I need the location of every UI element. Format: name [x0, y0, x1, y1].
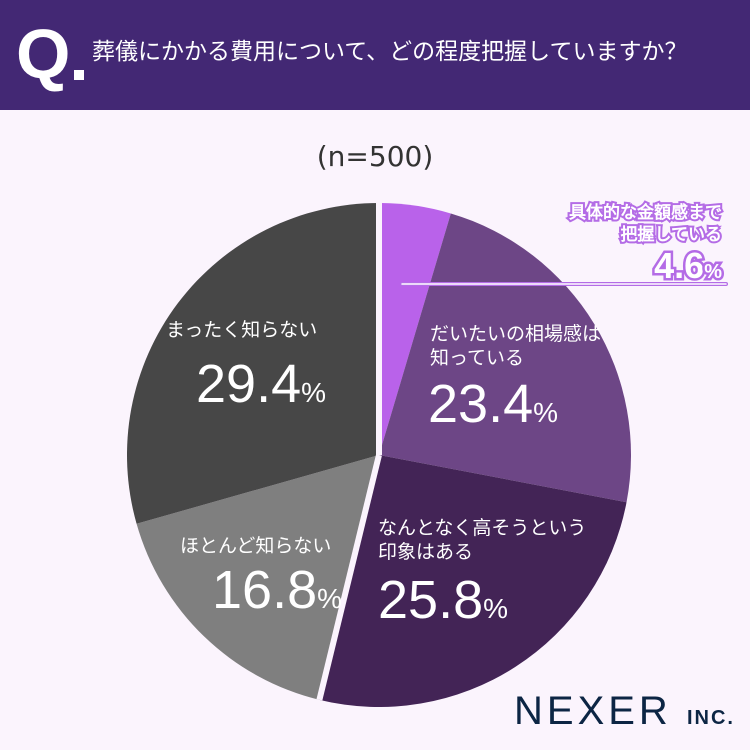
callout-line2: 把握している [619, 223, 725, 247]
callout-value-slice-0: 4.6% [652, 243, 725, 288]
question-header: Q 葬儀にかかる費用について、どの程度把握していますか？ [0, 0, 750, 110]
slice-separator [316, 454, 382, 701]
value-slice-1: 23.4% [428, 374, 559, 434]
pie-slice-2 [319, 455, 627, 708]
q-dot [74, 70, 84, 80]
question-title: 葬儀にかかる費用について、どの程度把握していますか？ [92, 39, 688, 65]
pie-slice-0 [379, 203, 451, 455]
label-slice-4: まったく知らない [166, 319, 318, 341]
nexer-logo: NEXER INC. [514, 689, 735, 733]
label-slice-2: なんとなく高そうという 印象はある [378, 517, 587, 563]
label-slice-1: だいたいの相場感は 知っている [430, 323, 602, 369]
label-slice-3: ほとんど知らない [180, 535, 332, 557]
callout-line1: 具体的な金額感まで [567, 201, 724, 225]
value-slice-2: 25.8% [378, 570, 509, 630]
pie-slice-4 [126, 203, 379, 524]
value-slice-4: 29.4% [196, 354, 327, 414]
q-mark: Q [16, 15, 71, 93]
sample-size: (n=500) [316, 140, 434, 173]
value-slice-3: 16.8% [212, 560, 343, 620]
pie-slice-3 [136, 455, 379, 700]
callout-label-slice-0: 具体的な金額感まで 把握している [567, 201, 725, 247]
